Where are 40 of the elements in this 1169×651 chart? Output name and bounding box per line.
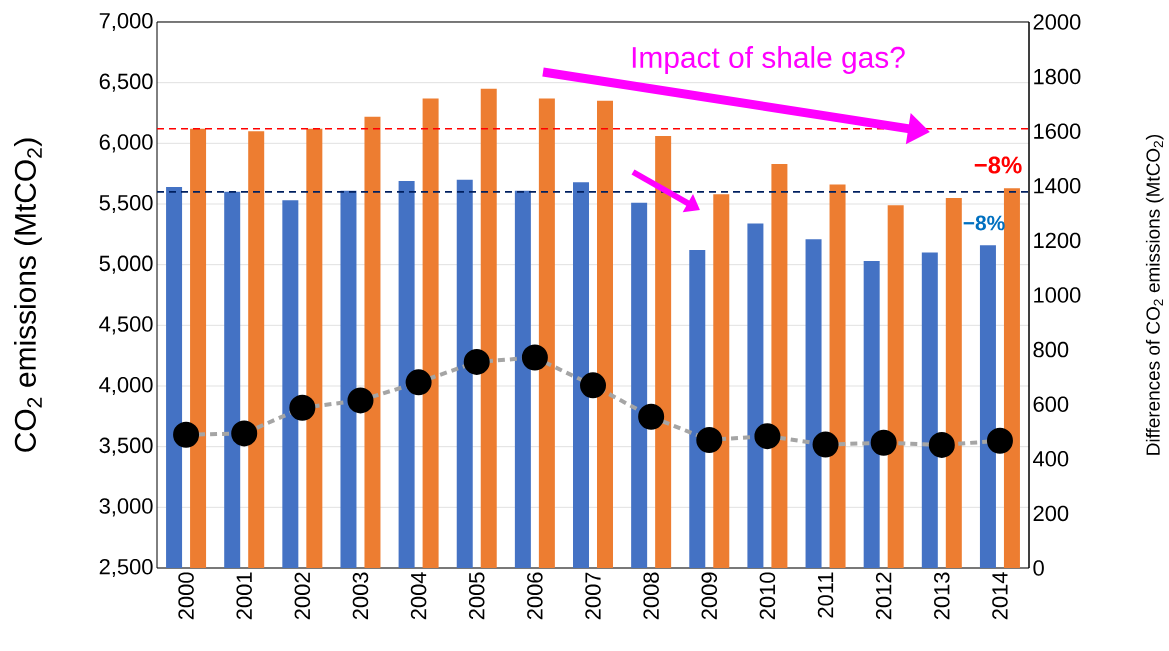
x-tick-label: 2004 [410,572,427,620]
y2-tick-label: 1800 [1034,68,1081,85]
y2-tick-label: 1200 [1034,232,1081,249]
y2-tick-label: 200 [1033,505,1069,522]
x-tick-label: 2009 [701,572,718,620]
y-tick-label: 5,000 [99,255,153,274]
y-tick-label: 6,500 [99,73,153,92]
x-tick-label: 2010 [759,572,776,620]
y2-tick-label: 1600 [1034,123,1081,139]
x-tick-label: 2007 [585,572,601,620]
x-tick-label: 2003 [352,572,369,620]
y2-tick-label: 800 [1033,341,1069,358]
y2-tick-label: 400 [1033,451,1069,467]
annotation: Impact of shale gas? [632,46,905,74]
y2-tick-label: 0 [1033,560,1044,576]
y-tick-label: 5,500 [99,194,153,214]
y2-axis-title: Differences of CO$_{2}$ emissions (MtCO$_{2}$) [1145,134,1164,455]
y-tick-label: 2,500 [99,558,153,578]
x-tick-label: 2001 [236,572,252,620]
y-axis-title: CO$_{2}$ emissions (MtCO$_{2}$) [14,138,42,452]
x-tick-label: 2005 [468,572,485,620]
x-tick-label: 2013 [934,572,950,620]
y-tick-label: 3,500 [99,437,153,456]
x-tick-label: 2002 [294,572,311,620]
x-tick-label: 2000 [178,572,194,620]
y2-tick-label: 2000 [1033,14,1081,30]
y2-tick-label: 600 [1033,396,1069,412]
y2-tick-label: 1400 [1034,178,1081,194]
y-tick-label: 4,500 [99,316,153,335]
x-tick-label: 2011 [817,572,834,618]
y-tick-label: 4,000 [99,376,153,396]
x-tick-label: 2012 [875,572,892,620]
y-tick-label: 6,000 [99,134,153,153]
x-tick-label: 2008 [643,572,659,620]
y2-tick-label: 1000 [1034,287,1081,303]
x-tick-label: 2014 [992,572,1008,620]
annotation: −8% [974,156,1022,174]
y-tick-label: 7,000 [99,12,153,32]
y-tick-label: 3,000 [99,498,153,517]
x-tick-label: 2006 [527,572,543,620]
